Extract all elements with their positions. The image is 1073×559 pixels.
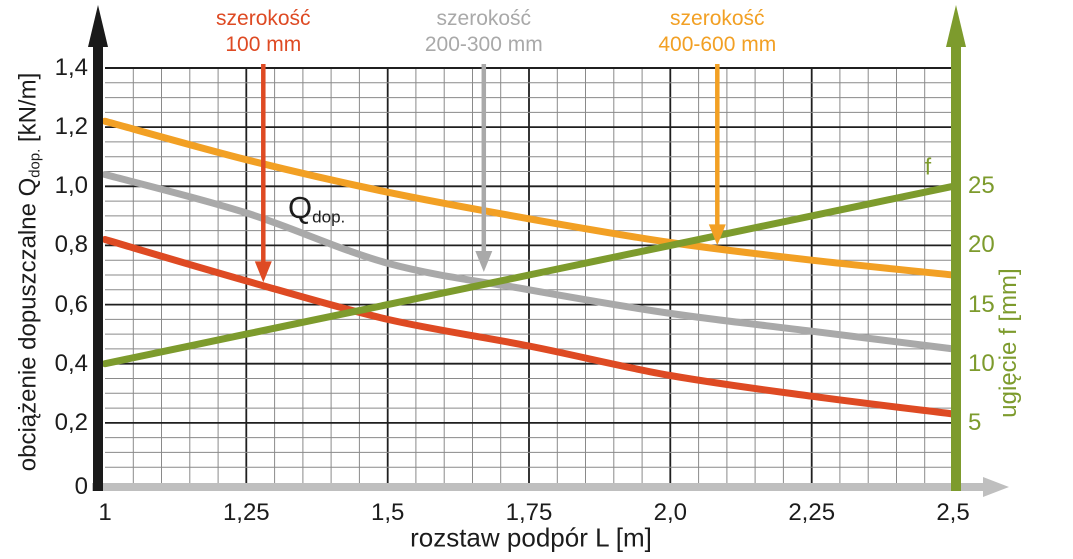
x-tick-label: 2,5 bbox=[936, 499, 970, 526]
y-left-tick-label: 0,4 bbox=[54, 349, 88, 377]
y-right-tick-label: 5 bbox=[968, 408, 982, 436]
y-axis-right-bar bbox=[951, 40, 961, 491]
y-left-tick-label: 0,2 bbox=[54, 408, 88, 436]
annotation-width-200-300mm: szerokość 200-300 mm bbox=[425, 6, 543, 58]
curve-red bbox=[101, 236, 957, 418]
y-right-tick-label: 10 bbox=[968, 349, 995, 377]
qdop-curve-label: Qdop. bbox=[288, 190, 345, 227]
f-curve-label: f bbox=[924, 153, 932, 180]
y-left-tick-label: 0,8 bbox=[54, 231, 88, 259]
annotation-line: szerokość bbox=[670, 7, 765, 30]
qdop-curve-label-sub: dop. bbox=[312, 207, 346, 227]
y-left-tick-label: 0,6 bbox=[54, 290, 88, 318]
annotation-arrowhead-red bbox=[254, 261, 272, 283]
annotation-line: szerokość bbox=[216, 7, 311, 30]
x-tick-label: 1,25 bbox=[222, 499, 270, 526]
y-axis-title-right: ugięcie f [mm] bbox=[995, 268, 1022, 418]
x-tick-label: 1 bbox=[98, 499, 112, 526]
x-tick-label: 2,0 bbox=[653, 499, 687, 526]
y-right-tick-label: 20 bbox=[968, 231, 995, 259]
y-right-tick-label: 15 bbox=[968, 290, 995, 318]
annotation-width-100mm: szerokość 100 mm bbox=[216, 6, 311, 58]
x-axis-title: rozstaw podpór L [m] bbox=[410, 522, 652, 553]
y-axis-left-arrowhead bbox=[88, 5, 108, 47]
x-tick-label: 1,5 bbox=[371, 499, 405, 526]
y-left-tick-label: 1,0 bbox=[54, 172, 88, 200]
curve-gray bbox=[101, 171, 957, 353]
y-left-tick-label: 0 bbox=[74, 473, 88, 500]
annotation-line: 100 mm bbox=[225, 33, 302, 56]
annotation-arrowhead-orange bbox=[708, 224, 726, 246]
y-left-tick-label: 1,4 bbox=[54, 54, 88, 81]
annotation-line: szerokość bbox=[436, 7, 532, 30]
annotation-width-400-600mm: szerokość 400-600 mm bbox=[658, 6, 776, 58]
x-tick-label: 2,25 bbox=[788, 499, 836, 526]
y-right-tick-label: 25 bbox=[968, 172, 995, 200]
qdop-curve-label-q: Q bbox=[288, 190, 313, 225]
annotation-line: 200-300 mm bbox=[424, 33, 543, 56]
curve-orange bbox=[101, 117, 957, 279]
x-tick-label: 1,75 bbox=[505, 499, 553, 526]
annotation-line: 400-600 mm bbox=[658, 33, 777, 56]
y-axis-left-bar bbox=[93, 40, 103, 491]
x-axis-bar bbox=[92, 483, 985, 491]
y-axis-right-arrowhead bbox=[946, 5, 966, 47]
x-axis-arrowhead bbox=[983, 477, 1009, 497]
curve-green bbox=[101, 182, 957, 368]
y-left-tick-label: 1,2 bbox=[54, 113, 88, 141]
annotation-arrowhead-gray bbox=[475, 251, 493, 272]
